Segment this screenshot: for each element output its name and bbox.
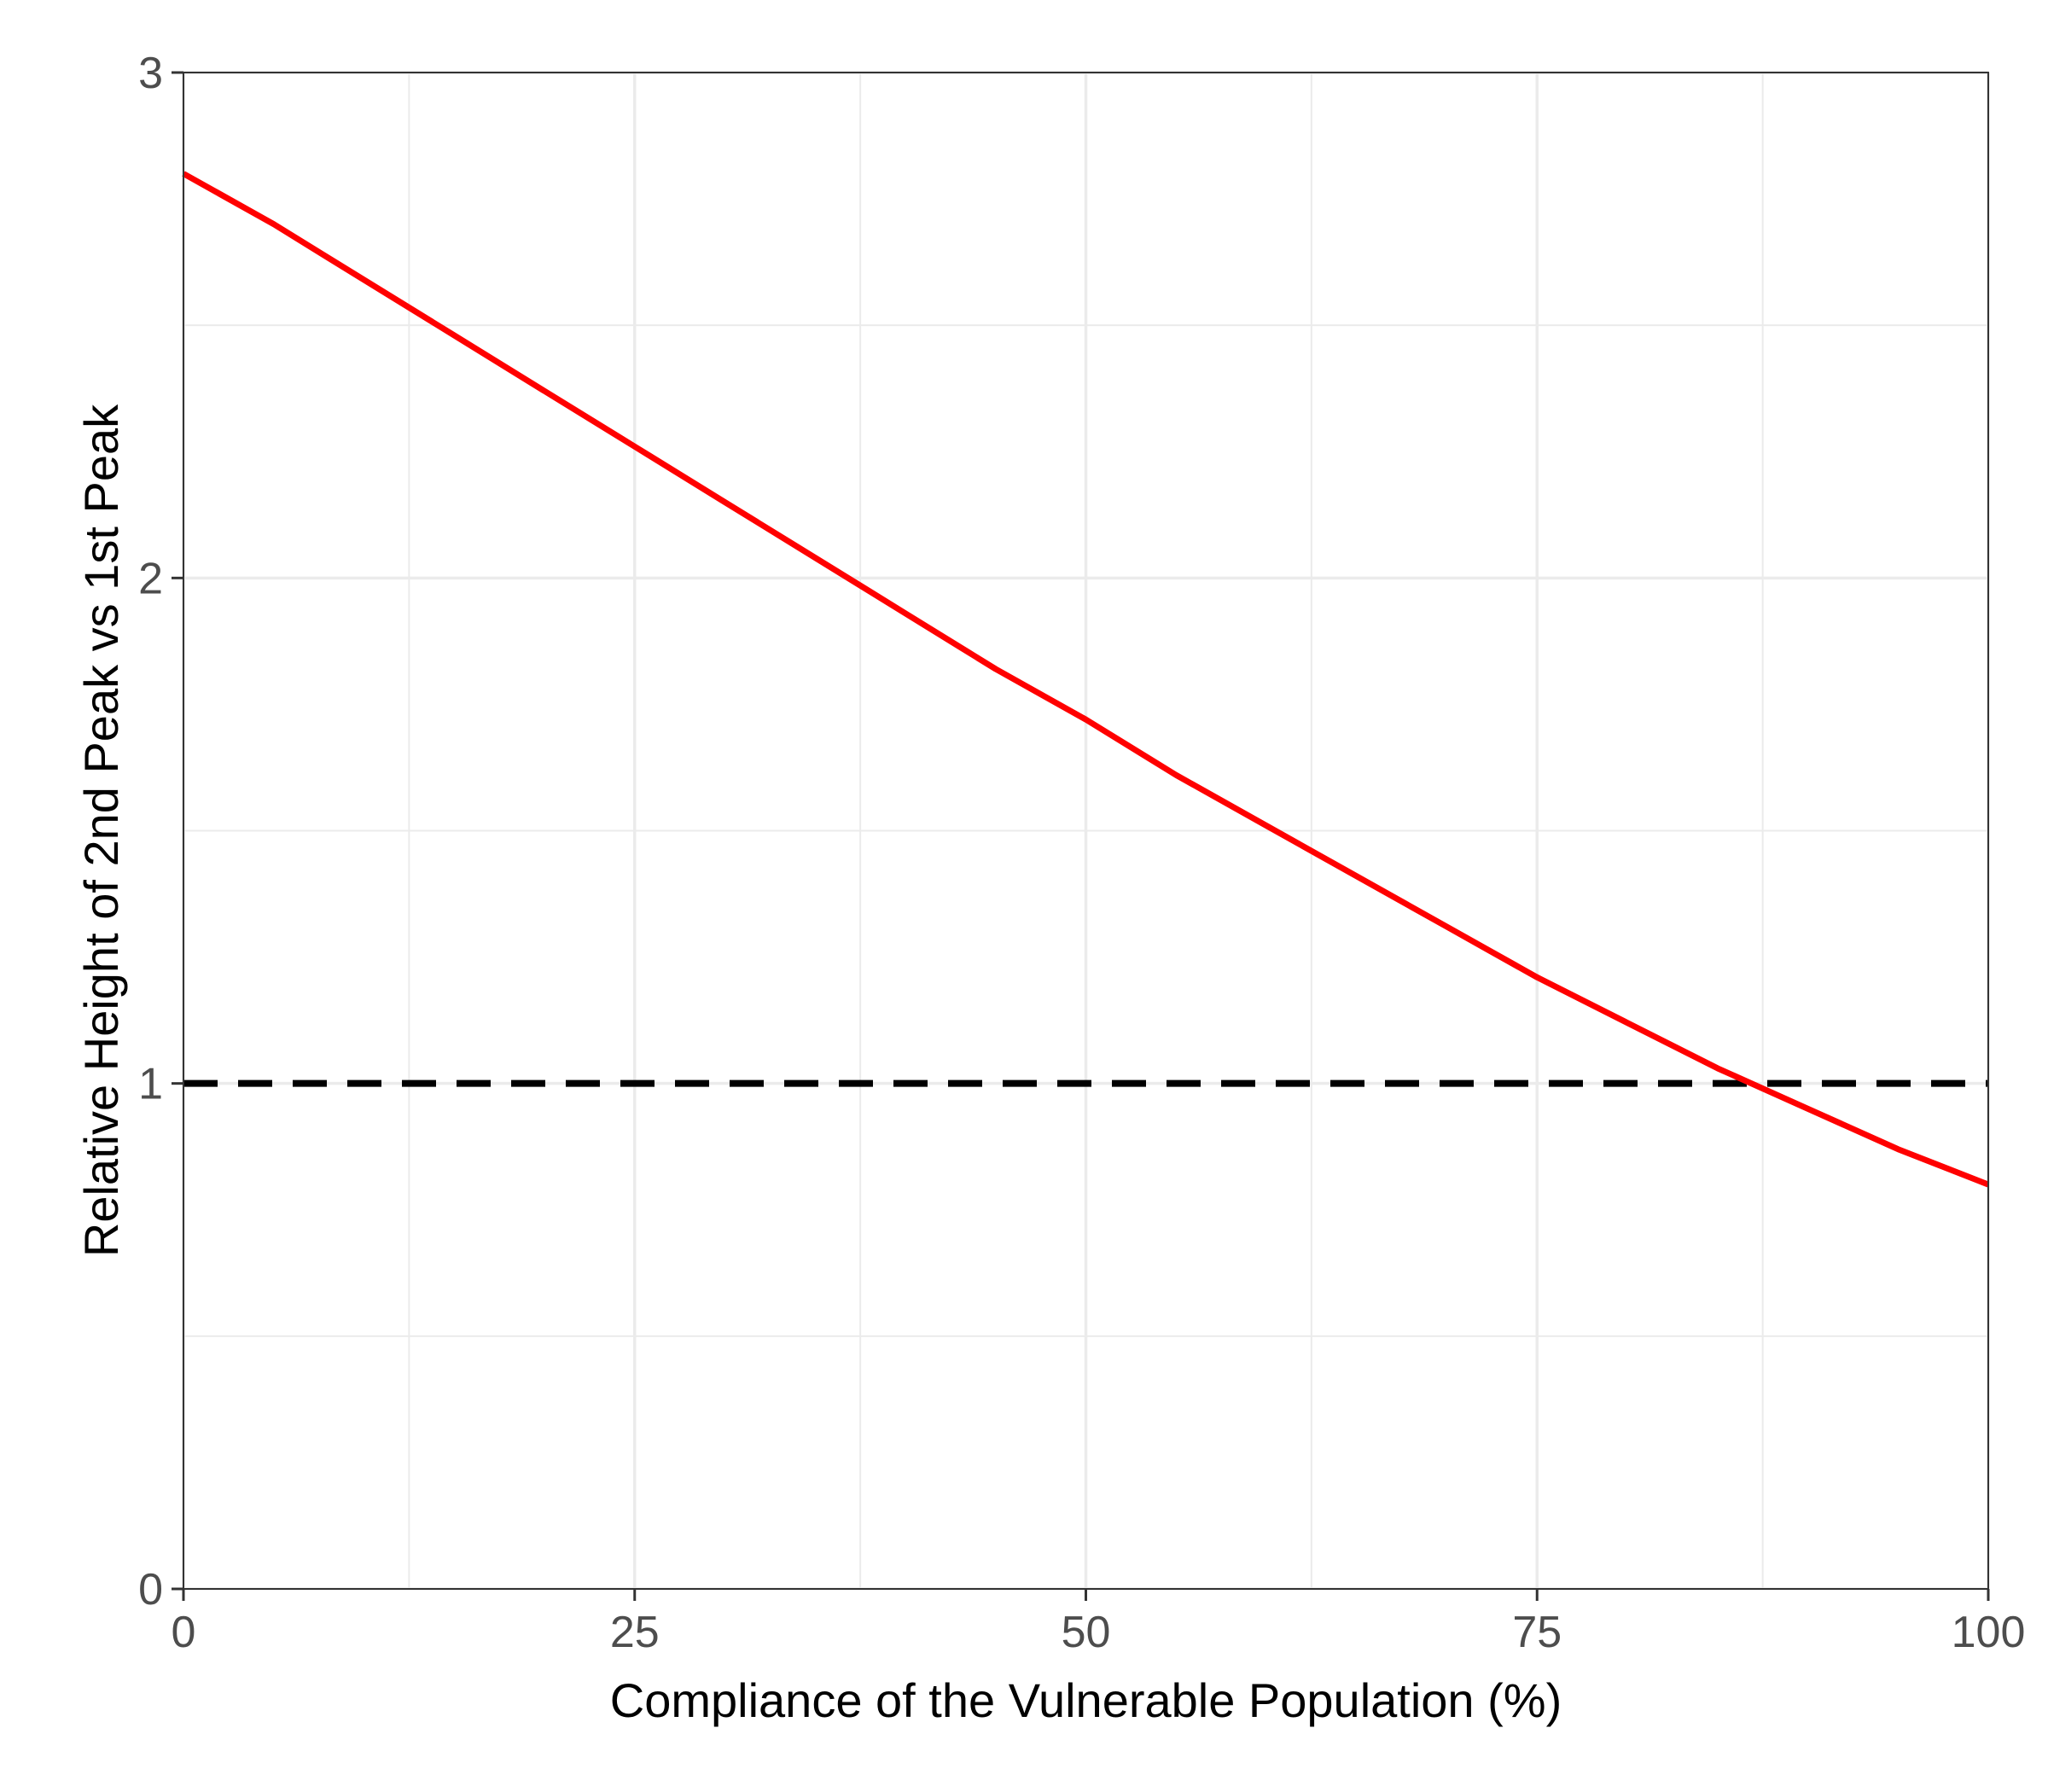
axis-tick-labels: 0 25 50 75 100 0 1 2 3 — [138, 49, 2025, 1657]
axis-ticks — [172, 71, 1990, 1601]
x-tick-label: 50 — [1062, 1608, 1111, 1657]
y-tick-label: 3 — [138, 49, 163, 98]
y-tick-label: 0 — [138, 1565, 163, 1615]
series-layer — [182, 171, 1990, 1188]
x-tick-label: 25 — [610, 1608, 660, 1657]
y-axis-title: Relative Height of 2nd Peak vs 1st Peak — [74, 404, 128, 1257]
x-tick-label: 75 — [1512, 1608, 1562, 1657]
y-tick-label: 1 — [138, 1060, 163, 1109]
series-line-0 — [182, 171, 1990, 1188]
x-axis-title: Compliance of the Vulnerable Population … — [610, 1673, 1562, 1727]
x-tick-label: 0 — [172, 1608, 196, 1657]
y-tick-label: 2 — [138, 554, 163, 603]
x-tick-label: 100 — [1952, 1608, 2026, 1657]
